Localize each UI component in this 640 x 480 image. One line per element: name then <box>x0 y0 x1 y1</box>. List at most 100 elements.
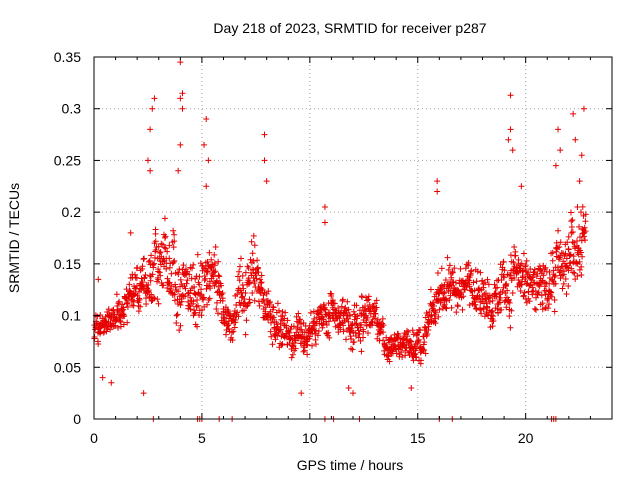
data-point <box>268 333 275 340</box>
data-point <box>494 284 501 291</box>
data-point <box>189 265 196 272</box>
data-point <box>136 296 143 303</box>
data-point <box>126 281 133 288</box>
data-point <box>432 309 439 316</box>
data-point <box>201 141 208 148</box>
data-point <box>568 223 575 230</box>
data-point <box>500 258 507 265</box>
data-point <box>287 326 294 333</box>
data-point <box>581 224 588 231</box>
data-point <box>520 292 527 299</box>
data-point <box>522 262 529 269</box>
data-point <box>192 309 199 316</box>
data-point <box>250 232 257 239</box>
data-point <box>176 327 183 334</box>
data-point <box>503 280 510 287</box>
data-point <box>202 275 209 282</box>
data-point <box>380 329 387 336</box>
data-point <box>435 313 442 320</box>
data-point <box>498 306 505 313</box>
data-point <box>240 307 247 314</box>
data-point <box>337 326 344 333</box>
data-point <box>566 252 573 259</box>
data-point <box>116 317 123 324</box>
x-tick-labels: 0 5 10 15 20 <box>90 430 534 446</box>
data-point <box>117 319 124 326</box>
data-point <box>551 297 558 304</box>
data-point <box>421 339 428 346</box>
data-point <box>179 105 186 112</box>
data-point <box>507 92 514 99</box>
data-point <box>198 291 205 298</box>
data-point <box>510 259 517 266</box>
data-point <box>115 300 122 307</box>
data-point <box>151 254 158 261</box>
y-tick-labels: 0 0.05 0.1 0.15 0.2 0.25 0.3 0.35 <box>54 49 81 427</box>
data-point <box>490 317 497 324</box>
data-point <box>163 265 170 272</box>
data-point <box>540 272 547 279</box>
data-point <box>328 290 335 297</box>
data-point <box>409 327 416 334</box>
data-point <box>405 329 412 336</box>
data-point <box>518 260 525 267</box>
data-point <box>503 304 510 311</box>
data-point <box>557 239 564 246</box>
data-point <box>254 257 261 264</box>
data-point <box>277 320 284 327</box>
data-point <box>156 250 163 257</box>
data-point <box>349 346 356 353</box>
data-point <box>196 273 203 280</box>
data-point <box>177 141 184 148</box>
data-point <box>537 266 544 273</box>
data-point <box>445 266 452 273</box>
data-point <box>279 341 286 348</box>
data-point <box>108 379 115 386</box>
data-point <box>582 218 589 225</box>
data-point <box>526 298 533 305</box>
data-point <box>102 319 109 326</box>
data-point <box>243 317 250 324</box>
data-point <box>113 291 120 298</box>
data-point <box>552 162 559 169</box>
data-point <box>300 320 307 327</box>
data-point <box>438 282 445 289</box>
data-point <box>356 330 363 337</box>
data-point <box>225 308 232 315</box>
data-point <box>443 305 450 312</box>
data-point <box>533 306 540 313</box>
data-point <box>408 384 415 391</box>
data-point <box>171 297 178 304</box>
data-point <box>352 320 359 327</box>
data-point <box>325 318 332 325</box>
data-point <box>343 336 350 343</box>
data-point <box>569 228 576 235</box>
data-point <box>120 304 127 311</box>
data-point <box>133 274 140 281</box>
data-point <box>156 269 163 276</box>
data-point <box>558 250 565 257</box>
data-point <box>557 267 564 274</box>
data-point <box>157 272 164 279</box>
data-point <box>212 268 219 275</box>
data-point <box>307 309 314 316</box>
data-point <box>520 250 527 257</box>
data-point <box>171 257 178 264</box>
data-point <box>220 314 227 321</box>
data-point <box>371 315 378 322</box>
grid-lines <box>94 57 612 419</box>
data-point <box>448 274 455 281</box>
data-point <box>312 331 319 338</box>
data-point <box>559 285 566 292</box>
data-point <box>124 304 131 311</box>
data-point <box>253 275 260 282</box>
data-point <box>296 317 303 324</box>
data-point <box>458 289 465 296</box>
data-point <box>556 244 563 251</box>
data-point <box>549 257 556 264</box>
data-point <box>247 256 254 263</box>
data-point <box>381 347 388 354</box>
data-point <box>190 261 197 268</box>
data-point <box>506 313 513 320</box>
data-point <box>527 266 534 273</box>
